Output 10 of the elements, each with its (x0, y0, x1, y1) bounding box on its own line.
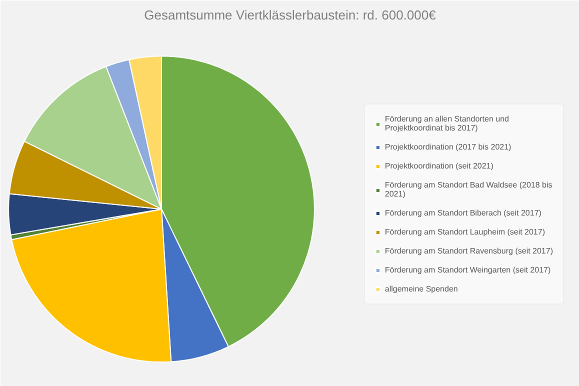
legend-label: allgemeine Spenden (384, 284, 458, 294)
legend-label: Förderung an allen Standorten und Projektkoordinat bis 2017) (384, 114, 509, 132)
legend-label: Förderung am Standort Ravensburg (seit 2017) (384, 246, 553, 256)
chart-title: Gesamtsumme Viertklässlerbaustein: rd. 600.000€ (144, 8, 437, 22)
legend-label: Förderung am Standort Bad Waldsee (2018 bis 2021) (384, 180, 552, 198)
legend-label: Förderung am Standort Biberach (seit 2017) (384, 208, 542, 218)
legend-label: Förderung am Standort Weingarten (seit 2017) (384, 266, 551, 274)
legend-label: Projektkoordination (2017 bis 2021) (384, 142, 512, 152)
legend-label: Projektkoordination (seit 2021) (384, 162, 494, 170)
legend-label: Förderung am Standort Laupheim (seit 2017) (384, 228, 545, 236)
